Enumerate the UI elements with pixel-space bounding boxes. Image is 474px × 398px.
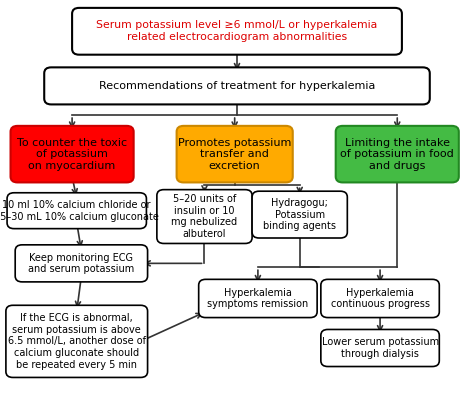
Text: Serum potassium level ≥6 mmol/L or hyperkalemia
related electrocardiogram abnorm: Serum potassium level ≥6 mmol/L or hyper… xyxy=(96,20,378,42)
Text: Hyperkalemia
continuous progress: Hyperkalemia continuous progress xyxy=(330,288,429,309)
FancyBboxPatch shape xyxy=(6,305,147,377)
FancyBboxPatch shape xyxy=(252,191,347,238)
Text: Hydragogu;
Potassium
binding agents: Hydragogu; Potassium binding agents xyxy=(263,198,336,231)
Text: Recommendations of treatment for hyperkalemia: Recommendations of treatment for hyperka… xyxy=(99,81,375,91)
Text: Lower serum potassium
through dialysis: Lower serum potassium through dialysis xyxy=(321,337,438,359)
Text: To counter the toxic
of potassium
on myocardium: To counter the toxic of potassium on myo… xyxy=(17,138,127,171)
FancyBboxPatch shape xyxy=(199,279,317,318)
Text: Keep monitoring ECG
and serum potassium: Keep monitoring ECG and serum potassium xyxy=(28,253,135,274)
Text: 5–20 units of
insulin or 10
mg nebulized
albuterol: 5–20 units of insulin or 10 mg nebulized… xyxy=(172,194,237,239)
Text: If the ECG is abnormal,
serum potassium is above
6.5 mmol/L, another dose of
cal: If the ECG is abnormal, serum potassium … xyxy=(8,313,146,370)
FancyBboxPatch shape xyxy=(7,193,146,228)
FancyBboxPatch shape xyxy=(72,8,402,55)
FancyBboxPatch shape xyxy=(177,126,293,182)
Text: Hyperkalemia
symptoms remission: Hyperkalemia symptoms remission xyxy=(207,288,309,309)
Text: Limiting the intake
of potassium in food
and drugs: Limiting the intake of potassium in food… xyxy=(340,138,454,171)
FancyBboxPatch shape xyxy=(10,126,134,182)
Text: Promotes potassium
transfer and
excretion: Promotes potassium transfer and excretio… xyxy=(178,138,292,171)
FancyBboxPatch shape xyxy=(157,189,252,244)
FancyBboxPatch shape xyxy=(321,279,439,318)
Text: 10 ml 10% calcium chloride or
15–30 mL 10% calcium gluconate: 10 ml 10% calcium chloride or 15–30 mL 1… xyxy=(0,200,159,222)
FancyBboxPatch shape xyxy=(321,330,439,367)
FancyBboxPatch shape xyxy=(336,126,459,182)
FancyBboxPatch shape xyxy=(44,67,430,104)
FancyBboxPatch shape xyxy=(15,245,147,282)
